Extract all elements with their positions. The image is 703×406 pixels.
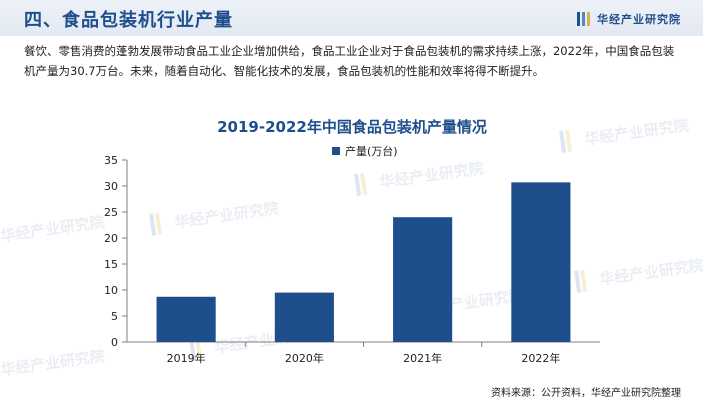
- x-tick-label: 2019年: [167, 351, 206, 365]
- bar: [511, 182, 571, 342]
- intro-paragraph: 餐饮、零售消费的蓬勃发展带动食品工业企业增加供给，食品工业企业对于食品包装机的需…: [24, 44, 675, 78]
- bars: [156, 182, 571, 342]
- section-header: 四、食品包装机行业产量 华经产业研究院: [0, 0, 703, 36]
- legend-label: 产量(万台): [345, 144, 398, 158]
- x-tick-label: 2020年: [285, 351, 324, 365]
- legend-swatch: [332, 147, 340, 155]
- brand-logo-icon: [577, 12, 591, 26]
- y-axis: 0 5 10 15 20 25 30 35: [104, 154, 128, 349]
- brand-name: 华经产业研究院: [597, 13, 681, 26]
- y-tick-label: 15: [104, 258, 118, 271]
- brand: 华经产业研究院: [577, 11, 681, 27]
- y-tick-label: 10: [104, 284, 118, 297]
- x-tick-label: 2022年: [521, 351, 560, 365]
- bar: [393, 217, 453, 342]
- y-tick-label: 25: [104, 206, 118, 219]
- bar: [156, 296, 216, 342]
- source-note: 资料来源：公开资料，华经产业研究院整理: [491, 388, 681, 399]
- x-axis: 2019年 2020年 2021年 2022年: [127, 341, 600, 365]
- chart-title: 2019-2022年中国食品包装机产量情况: [217, 118, 487, 136]
- y-tick-label: 30: [104, 180, 118, 193]
- x-tick-label: 2021年: [403, 351, 442, 365]
- section-title: 四、食品包装机行业产量: [24, 10, 233, 31]
- bar: [274, 292, 334, 342]
- y-tick-label: 20: [104, 232, 118, 245]
- y-tick-label: 0: [111, 336, 118, 349]
- y-tick-label: 35: [104, 154, 118, 167]
- y-tick-label: 5: [111, 310, 118, 323]
- legend: 产量(万台): [332, 144, 398, 158]
